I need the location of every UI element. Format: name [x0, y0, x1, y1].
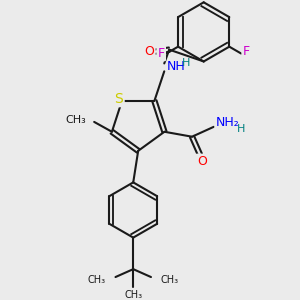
Text: S: S [115, 92, 123, 106]
Text: NH₂: NH₂ [216, 116, 239, 129]
Text: H: H [237, 124, 245, 134]
Text: H: H [182, 58, 190, 68]
Text: F: F [158, 47, 165, 60]
Text: F: F [243, 45, 250, 58]
Text: O: O [145, 45, 154, 58]
Text: CH₃: CH₃ [161, 275, 179, 285]
Text: CH₃: CH₃ [124, 290, 142, 300]
Text: O: O [197, 155, 207, 168]
Text: CH₃: CH₃ [65, 115, 86, 125]
Text: NH: NH [167, 60, 186, 73]
Text: CH₃: CH₃ [88, 275, 106, 285]
